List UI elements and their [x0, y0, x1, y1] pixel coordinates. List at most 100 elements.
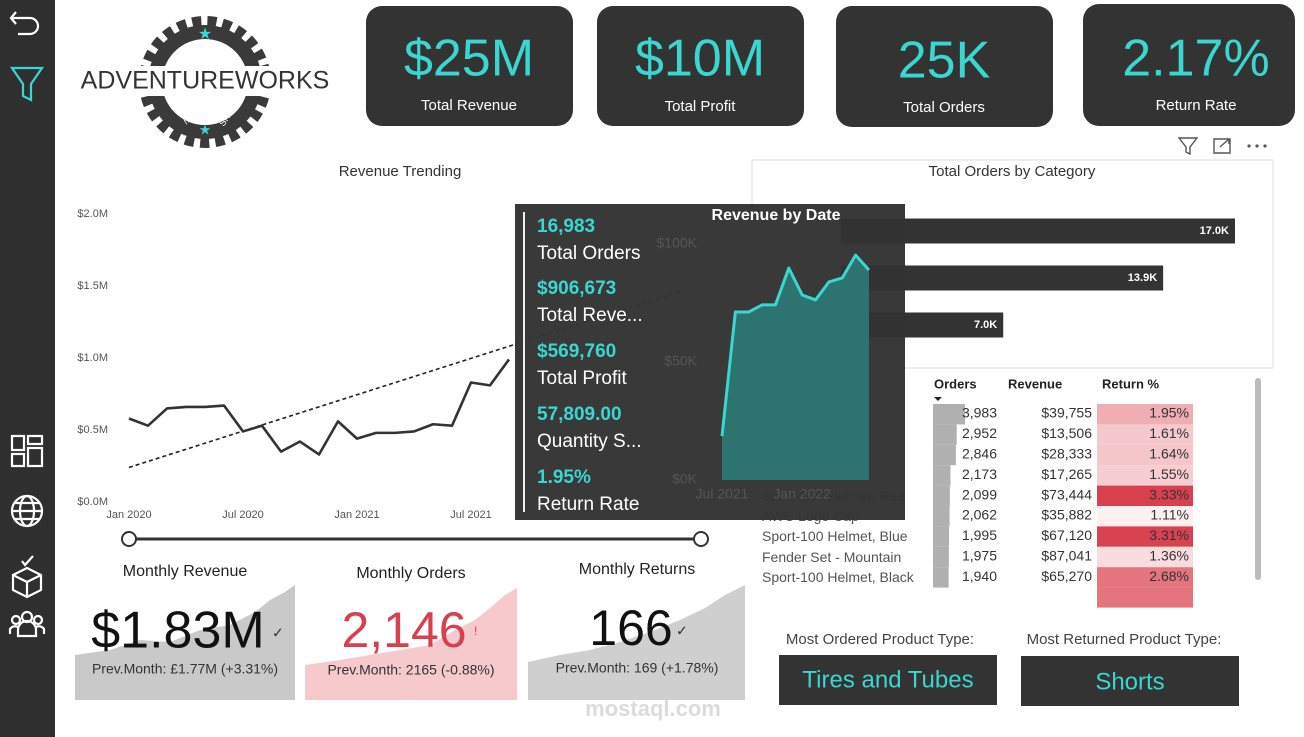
- sort-indicator: [934, 397, 942, 401]
- return-cell: 3.33%: [1149, 486, 1189, 502]
- revenue-cell: $67,120: [1041, 527, 1092, 543]
- revenue-area: [722, 255, 869, 480]
- card-previous: Prev.Month: 2165 (-0.88%): [327, 662, 494, 678]
- visual-header: [1177, 137, 1267, 156]
- kpi-label: Total Profit: [665, 98, 737, 115]
- kpi-card: [836, 6, 1053, 127]
- return-cell-bg: [1097, 506, 1193, 527]
- return-cell-bg: [1097, 444, 1193, 466]
- return-cell: 1.61%: [1149, 425, 1189, 441]
- filter-icon[interactable]: [1177, 137, 1199, 156]
- revenue-cell: $39,755: [1041, 405, 1092, 421]
- type-label: Most Returned Product Type:: [1027, 631, 1222, 648]
- kpi-label: Total Orders: [903, 99, 985, 116]
- sparkline-area: [305, 588, 517, 700]
- orders-bar: [933, 506, 950, 527]
- logo: ADVENTUREWORKS ★ ★ BIKE SHOP: [81, 16, 330, 148]
- type-label: Most Ordered Product Type:: [786, 631, 974, 648]
- y-tick-label: $2.0M: [77, 208, 108, 220]
- orders-cell: 2,062: [962, 507, 997, 523]
- tooltip-value: 57,809.00: [537, 404, 622, 425]
- type-value: Shorts: [1095, 668, 1164, 695]
- more-icon[interactable]: [1247, 144, 1267, 148]
- return-cell-bg: [1097, 404, 1193, 425]
- tooltip: 16,983 Total Orders $906,673 Total Reve.…: [515, 204, 905, 520]
- bar-label: 13.9K: [1128, 272, 1157, 284]
- x-tick-label: Jan 2021: [334, 509, 379, 521]
- return-cell-bg: [1097, 587, 1193, 608]
- card-status: ✓: [676, 623, 688, 639]
- x-tick-label: Jul 2021: [696, 486, 749, 502]
- product-types: Most Ordered Product Type: Tires and Tub…: [779, 631, 1239, 706]
- return-cell-bg: [1097, 567, 1193, 588]
- type-value: Tires and Tubes: [802, 666, 973, 693]
- return-cell-bg: [1097, 485, 1193, 506]
- kpi-value: $25M: [404, 30, 534, 88]
- kpi-card: [597, 6, 804, 126]
- monthly-cards: Monthly Revenue $1.83M ✓ Prev.Month: £1.…: [75, 561, 745, 700]
- orders-cell: 2,952: [962, 425, 997, 441]
- tooltip-label: Return Rate: [537, 494, 639, 515]
- product-name: Sport-100 Helmet, Black: [762, 569, 914, 586]
- logo-name: ADVENTUREWORKS: [81, 67, 330, 95]
- return-cell: 1.36%: [1149, 548, 1189, 564]
- back-button[interactable]: [9, 11, 40, 36]
- y-tick-label: $1.5M: [77, 280, 108, 292]
- tooltip-value: 1.95%: [537, 467, 591, 488]
- sidebar: [0, 0, 55, 737]
- return-cell-bg: [1097, 546, 1193, 568]
- customers-button[interactable]: [8, 610, 46, 638]
- tooltip-label: Quantity S...: [537, 431, 642, 452]
- scrollbar[interactable]: [1255, 378, 1261, 580]
- trend-line: [128, 290, 681, 469]
- return-cell: 1.95%: [1149, 405, 1189, 421]
- return-cell: 1.11%: [1150, 507, 1189, 523]
- map-button[interactable]: [10, 494, 44, 528]
- bar-label: 17.0K: [1200, 225, 1229, 237]
- y-tick-label: $100K: [657, 235, 698, 251]
- product-name: Fender Set - Mountain: [762, 548, 902, 565]
- card-title: Monthly Orders: [356, 565, 465, 582]
- product-cell: Fender Set - Mountain: [762, 548, 902, 565]
- revenue-cell: $28,333: [1041, 446, 1092, 462]
- type-card: [1021, 656, 1239, 706]
- column-header[interactable]: Return %: [1102, 376, 1160, 391]
- card-previous: Prev.Month: £1.77M (+3.31%): [92, 661, 278, 677]
- slider-handle[interactable]: [121, 531, 137, 547]
- pages-button[interactable]: [10, 434, 44, 468]
- slider-handle[interactable]: [693, 531, 709, 547]
- return-cell: 1.64%: [1149, 446, 1189, 462]
- tooltip-value: $569,760: [537, 341, 616, 362]
- focus-icon[interactable]: [1213, 138, 1231, 154]
- revenue-cell: $35,882: [1041, 507, 1092, 523]
- return-cell-bg: [1097, 465, 1193, 486]
- orders-bar: [933, 485, 950, 506]
- revenue-cell: $13,506: [1041, 425, 1092, 441]
- y-tick-label: $0.0M: [77, 496, 108, 508]
- chart-title: Revenue Trending: [339, 163, 462, 180]
- orders-cell: 2,173: [962, 466, 997, 482]
- orders-bar: [933, 526, 950, 547]
- card-title: Monthly Revenue: [123, 563, 248, 580]
- column-header[interactable]: Orders: [934, 376, 977, 391]
- orders-bar: [933, 567, 949, 588]
- tooltip-label: Total Orders: [537, 243, 640, 264]
- orders-bar: [933, 444, 956, 466]
- logo-star: ★: [199, 122, 212, 138]
- kpi-card: [1083, 4, 1295, 126]
- filter-button[interactable]: [9, 66, 45, 102]
- card-value: $1.83M: [91, 602, 264, 660]
- column-header[interactable]: Revenue: [1008, 376, 1062, 391]
- tooltip-value: 16,983: [537, 216, 595, 237]
- y-tick-label: $0.5M: [77, 424, 108, 436]
- kpi-value: 2.17%: [1122, 30, 1269, 88]
- tooltip-label: Total Profit: [537, 368, 627, 389]
- x-tick-label: Jan 2022: [773, 486, 831, 502]
- product-button[interactable]: [11, 555, 43, 599]
- return-cell-bg: [1097, 424, 1193, 445]
- card-value: 2,146: [341, 602, 466, 658]
- chart-title: Total Orders by Category: [929, 163, 1096, 180]
- logo-band: [86, 66, 326, 96]
- orders-cell: 2,099: [962, 486, 997, 502]
